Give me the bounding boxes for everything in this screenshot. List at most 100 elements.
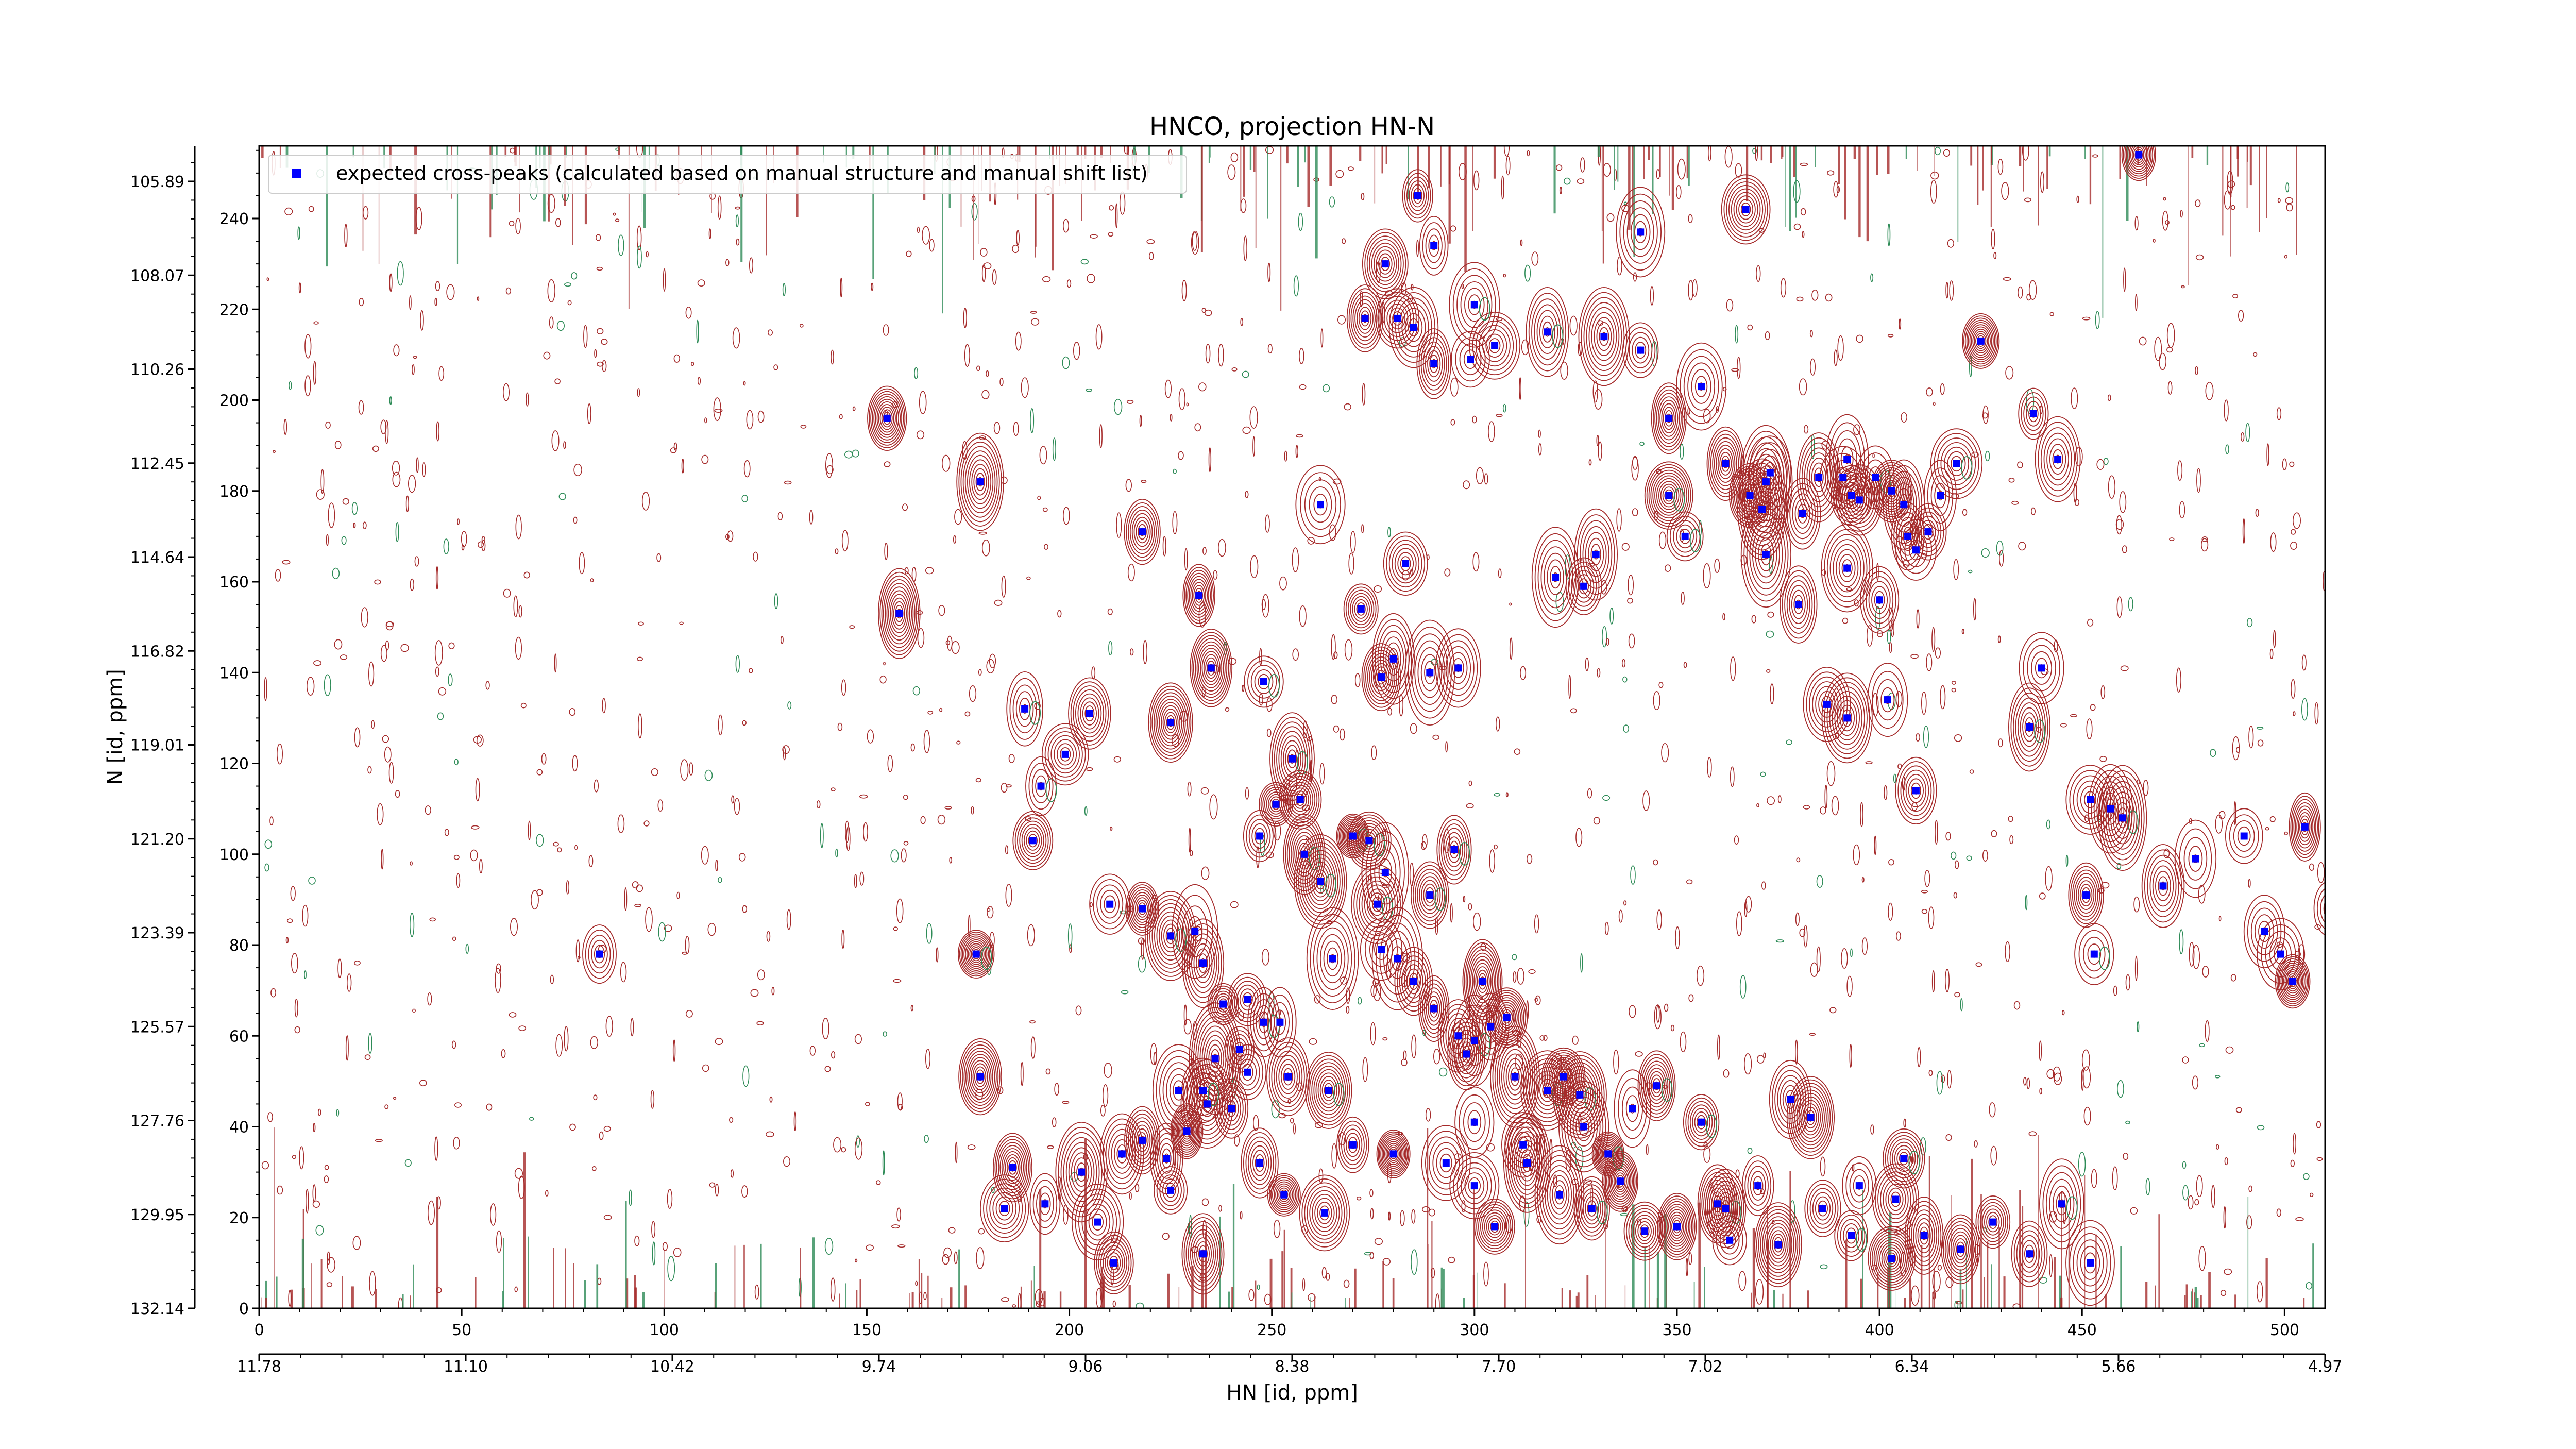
noise-contour (1621, 543, 1630, 551)
noise-contour (2198, 1246, 2206, 1271)
noise-contour (587, 403, 591, 425)
edge-streak (1291, 1292, 1293, 1308)
noise-contour (2289, 461, 2295, 467)
noise-contour (602, 698, 606, 714)
noise-contour (513, 595, 518, 618)
noise-contour (890, 849, 899, 863)
noise-contour (1332, 478, 1342, 485)
noise-contour (1017, 1191, 1022, 1202)
noise-contour (636, 884, 643, 892)
noise-contour (2018, 542, 2026, 551)
noise-contour (298, 282, 301, 294)
noise-contour (328, 502, 335, 528)
edge-streak (1866, 146, 1869, 242)
noise-contour (1865, 761, 1873, 765)
noise-contour (1954, 992, 1960, 998)
noise-contour (632, 881, 639, 889)
edge-streak (553, 1248, 554, 1308)
noise-contour (2116, 863, 2122, 869)
noise-contour (2225, 444, 2229, 454)
noise-contour (1261, 599, 1266, 610)
edge-streak (2102, 146, 2104, 318)
noise-contour (1665, 564, 1671, 572)
noise-contour (1747, 1148, 1753, 1154)
noise-contour (978, 669, 982, 676)
edge-streak (2194, 1292, 2195, 1308)
noise-contour (1534, 914, 1539, 934)
noise-contour (2198, 885, 2206, 904)
cross-peak-point (1900, 1155, 1908, 1162)
edge-streak (2023, 146, 2024, 192)
noise-contour (1243, 235, 1247, 261)
cross-peak-point (1296, 796, 1304, 803)
y-tick-label: 180 (219, 483, 249, 501)
noise-contour (1846, 587, 1852, 591)
cross-peak-point (1244, 996, 1251, 1003)
edge-streak (1417, 146, 1419, 200)
noise-contour (1338, 1132, 1346, 1146)
cross-peak-point (1665, 492, 1673, 499)
noise-contour (2211, 1185, 2215, 1208)
cross-peak-point (2090, 950, 2098, 958)
noise-contour (404, 1159, 412, 1167)
cross-peak-point (2240, 832, 2248, 840)
noise-contour (2269, 648, 2274, 659)
cross-peak-point (1430, 360, 1438, 367)
noise-contour (2223, 1206, 2226, 1229)
noise-contour (696, 319, 699, 344)
noise-contour (520, 702, 527, 709)
noise-contour (1796, 296, 1804, 302)
noise-contour (2248, 726, 2254, 749)
noise-contour (2137, 1021, 2140, 1033)
noise-contour (1476, 467, 1484, 484)
noise-contour (2218, 811, 2226, 819)
noise-contour (1141, 938, 1144, 960)
noise-contour (1686, 879, 1693, 885)
noise-contour (1008, 754, 1015, 763)
noise-contour (715, 1183, 719, 1197)
cross-peak-point (1410, 324, 1417, 331)
noise-contour (964, 711, 971, 717)
noise-contour (313, 361, 317, 385)
noise-contour (1584, 1179, 1592, 1185)
noise-contour (2255, 509, 2259, 517)
noise-contour (1734, 835, 1739, 845)
noise-contour (1369, 1252, 1374, 1259)
cross-peak-point (1726, 1236, 1734, 1244)
edge-streak (301, 1238, 304, 1308)
noise-contour (541, 753, 547, 765)
ppm-x-tick-label: 7.02 (1688, 1358, 1723, 1376)
noise-contour (1539, 1035, 1545, 1041)
edge-streak (918, 1259, 920, 1308)
noise-contour (735, 214, 739, 228)
noise-contour (1799, 928, 1806, 937)
edge-streak (1575, 1295, 1578, 1308)
noise-contour (1910, 654, 1919, 659)
cross-peak-point (1787, 1096, 1794, 1103)
noise-contour (1136, 1302, 1144, 1308)
ppm-y-tick-label: 116.82 (130, 643, 184, 661)
edge-streak (2158, 1214, 2160, 1308)
ppm-x-tick-label: 4.97 (2308, 1358, 2343, 1376)
noise-contour (312, 1200, 320, 1208)
noise-contour (564, 1026, 569, 1052)
noise-contour (496, 963, 501, 974)
noise-contour (1293, 275, 1299, 297)
noise-contour (2201, 536, 2208, 542)
noise-contour (672, 1039, 676, 1062)
noise-contour (883, 324, 889, 336)
noise-contour (1234, 1134, 1240, 1147)
noise-contour (1535, 995, 1541, 1005)
noise-contour (1342, 238, 1346, 244)
noise-contour (550, 974, 554, 985)
cross-peak-point (1357, 605, 1365, 613)
noise-contour (555, 218, 561, 227)
noise-contour (1200, 787, 1209, 795)
noise-contour (515, 636, 522, 660)
noise-contour (2119, 491, 2127, 513)
noise-contour (1606, 213, 1615, 222)
cross-peak-point (895, 610, 903, 617)
cross-peak-point (2082, 891, 2090, 899)
noise-contour (1804, 425, 1809, 434)
noise-contour (2070, 714, 2078, 717)
